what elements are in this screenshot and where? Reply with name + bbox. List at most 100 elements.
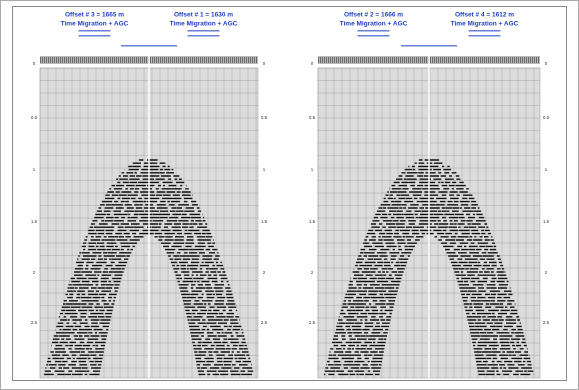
trace-tick (502, 57, 503, 63)
trace-tick (112, 57, 113, 63)
header-note (469, 30, 501, 32)
trace-tick (406, 57, 407, 63)
axis-label-left: 2.5 (309, 320, 316, 325)
trace-tick (482, 57, 483, 63)
trace-tick (454, 57, 455, 63)
trace-tick (156, 57, 157, 63)
trace-tick (78, 57, 79, 63)
trace-tick (466, 57, 467, 63)
trace-tick (210, 57, 211, 63)
trace-tick (456, 57, 457, 63)
trace-tick (468, 57, 469, 63)
trace-tick (238, 57, 239, 63)
trace-tick (134, 57, 135, 63)
trace-tick (356, 57, 357, 63)
trace-tick (58, 57, 59, 63)
trace-tick (84, 57, 85, 63)
trace-tick (372, 57, 373, 63)
trace-tick (452, 57, 453, 63)
trace-tick (132, 57, 133, 63)
trace-tick (402, 57, 403, 63)
trace-tick (182, 57, 183, 63)
trace-tick (332, 57, 333, 63)
trace-tick (396, 57, 397, 63)
trace-tick (376, 57, 377, 63)
trace-tick (50, 57, 51, 63)
trace-tick (320, 57, 321, 63)
trace-tick (418, 57, 419, 63)
trace-tick (472, 57, 473, 63)
trace-tick (480, 57, 481, 63)
trace-tick (386, 57, 387, 63)
figure: Offset # 3 = 1665 mTime Migration + AGCO… (0, 0, 579, 390)
trace-tick (434, 57, 435, 63)
trace-tick (384, 57, 385, 63)
trace-tick (224, 57, 225, 63)
trace-tick (140, 57, 141, 63)
trace-tick (150, 57, 151, 63)
trace-tick (200, 57, 201, 63)
trace-tick (364, 57, 365, 63)
trace-tick (122, 57, 123, 63)
trace-tick (164, 57, 165, 63)
header-subtitle: Time Migration + AGC (451, 21, 519, 28)
header-title: Offset # 1 = 1630 m (174, 12, 233, 19)
trace-tick (524, 57, 525, 63)
header-note (358, 35, 390, 37)
trace-tick (236, 57, 237, 63)
trace-tick (410, 57, 411, 63)
trace-tick (474, 57, 475, 63)
trace-tick (244, 57, 245, 63)
trace-tick (528, 57, 529, 63)
trace-tick (70, 57, 71, 63)
trace-tick (82, 57, 83, 63)
trace-tick (246, 57, 247, 63)
trace-tick (166, 57, 167, 63)
trace-tick (158, 57, 159, 63)
trace-tick (188, 57, 189, 63)
trace-tick (500, 57, 501, 63)
trace-tick (230, 57, 231, 63)
trace-tick (136, 57, 137, 63)
trace-tick (118, 57, 119, 63)
trace-tick (130, 57, 131, 63)
trace-tick (170, 57, 171, 63)
caption-note (401, 45, 457, 47)
trace-tick (100, 57, 101, 63)
trace-tick (498, 57, 499, 63)
trace-tick (422, 57, 423, 63)
trace-tick (362, 57, 363, 63)
trace-tick (142, 57, 143, 63)
axis-label-right: 2.5 (543, 320, 550, 325)
trace-tick (322, 57, 323, 63)
trace-tick (98, 57, 99, 63)
trace-tick (408, 57, 409, 63)
trace-tick (506, 57, 507, 63)
trace-tick (430, 57, 431, 63)
trace-tick (114, 57, 115, 63)
trace-tick (344, 57, 345, 63)
trace-tick (204, 57, 205, 63)
trace-tick (504, 57, 505, 63)
trace-tick (212, 57, 213, 63)
trace-tick (478, 57, 479, 63)
trace-tick (416, 57, 417, 63)
trace-tick (464, 57, 465, 63)
trace-tick (198, 57, 199, 63)
trace-tick (460, 57, 461, 63)
trace-tick (458, 57, 459, 63)
trace-tick (360, 57, 361, 63)
trace-tick (126, 57, 127, 63)
trace-tick (324, 57, 325, 63)
trace-tick (380, 57, 381, 63)
header-note (469, 35, 501, 37)
trace-tick (510, 57, 511, 63)
trace-tick (358, 57, 359, 63)
trace-tick (330, 57, 331, 63)
trace-tick (442, 57, 443, 63)
trace-tick (326, 57, 327, 63)
trace-tick (404, 57, 405, 63)
trace-tick (250, 57, 251, 63)
header-note (79, 35, 111, 37)
trace-tick (68, 57, 69, 63)
